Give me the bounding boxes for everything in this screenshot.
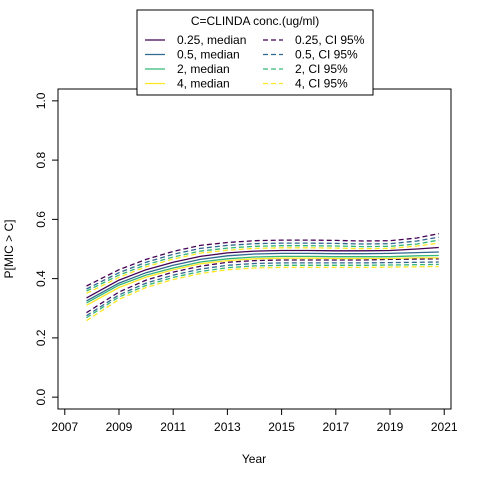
legend-entry-label: 0.5, median: [177, 48, 240, 62]
y-tick-label: 1.0: [34, 92, 48, 109]
series-line-2-median: [86, 254, 439, 304]
series-line-2-ci-lower: [86, 263, 439, 319]
x-tick-label: 2007: [51, 420, 78, 434]
x-tick-label: 2013: [214, 420, 241, 434]
legend-entry-label: 4, CI 95%: [295, 77, 348, 91]
series-layer: [86, 232, 439, 322]
series-line-4-ci-upper: [86, 242, 439, 294]
series-line-0-5-ci-lower: [86, 261, 439, 317]
series-line-0-5-ci-upper: [86, 236, 439, 290]
y-tick-label: 0.2: [34, 329, 48, 346]
legend-entry-label: 0.25, median: [177, 33, 246, 47]
series-line-0-25-ci-lower: [86, 258, 439, 314]
x-axis-label: Year: [242, 452, 266, 466]
series-line-4-ci-lower: [86, 265, 439, 322]
x-tick-label: 2011: [160, 420, 186, 434]
x-tick-label: 2015: [268, 420, 295, 434]
series-line-2-ci-upper: [86, 239, 439, 292]
series-line-4-median: [86, 257, 439, 306]
series-line-0-25-ci-upper: [86, 232, 439, 287]
x-tick-label: 2021: [431, 420, 458, 434]
legend-box: [136, 9, 374, 96]
x-axis: 2007 2009 2011 2013 2015 2017 2019 2021: [51, 409, 458, 434]
y-tick-label: 0.4: [34, 270, 48, 287]
x-tick-label: 2019: [377, 420, 404, 434]
y-tick-label: 0.0: [34, 388, 48, 405]
x-tick-label: 2009: [106, 420, 133, 434]
legend-entry-label: 0.5, CI 95%: [295, 48, 358, 62]
series-line-0-25-median: [86, 246, 439, 299]
series-line-0-5-median: [86, 251, 439, 302]
x-tick-label: 2017: [322, 420, 349, 434]
legend-entry-label: 2, CI 95%: [295, 62, 348, 76]
y-axis: 0.0 0.2 0.4 0.6 0.8 1.0: [34, 92, 58, 405]
y-tick-label: 0.8: [34, 151, 48, 168]
legend-entry-label: 4, median: [177, 77, 230, 91]
legend-entry-label: 2, median: [177, 62, 230, 76]
y-axis-label: P[MIC > C]: [2, 219, 16, 278]
legend-title: C=CLINDA conc.(ug/ml): [191, 14, 319, 28]
y-tick-label: 0.6: [34, 211, 48, 228]
legend-entry-label: 0.25, CI 95%: [295, 33, 365, 47]
